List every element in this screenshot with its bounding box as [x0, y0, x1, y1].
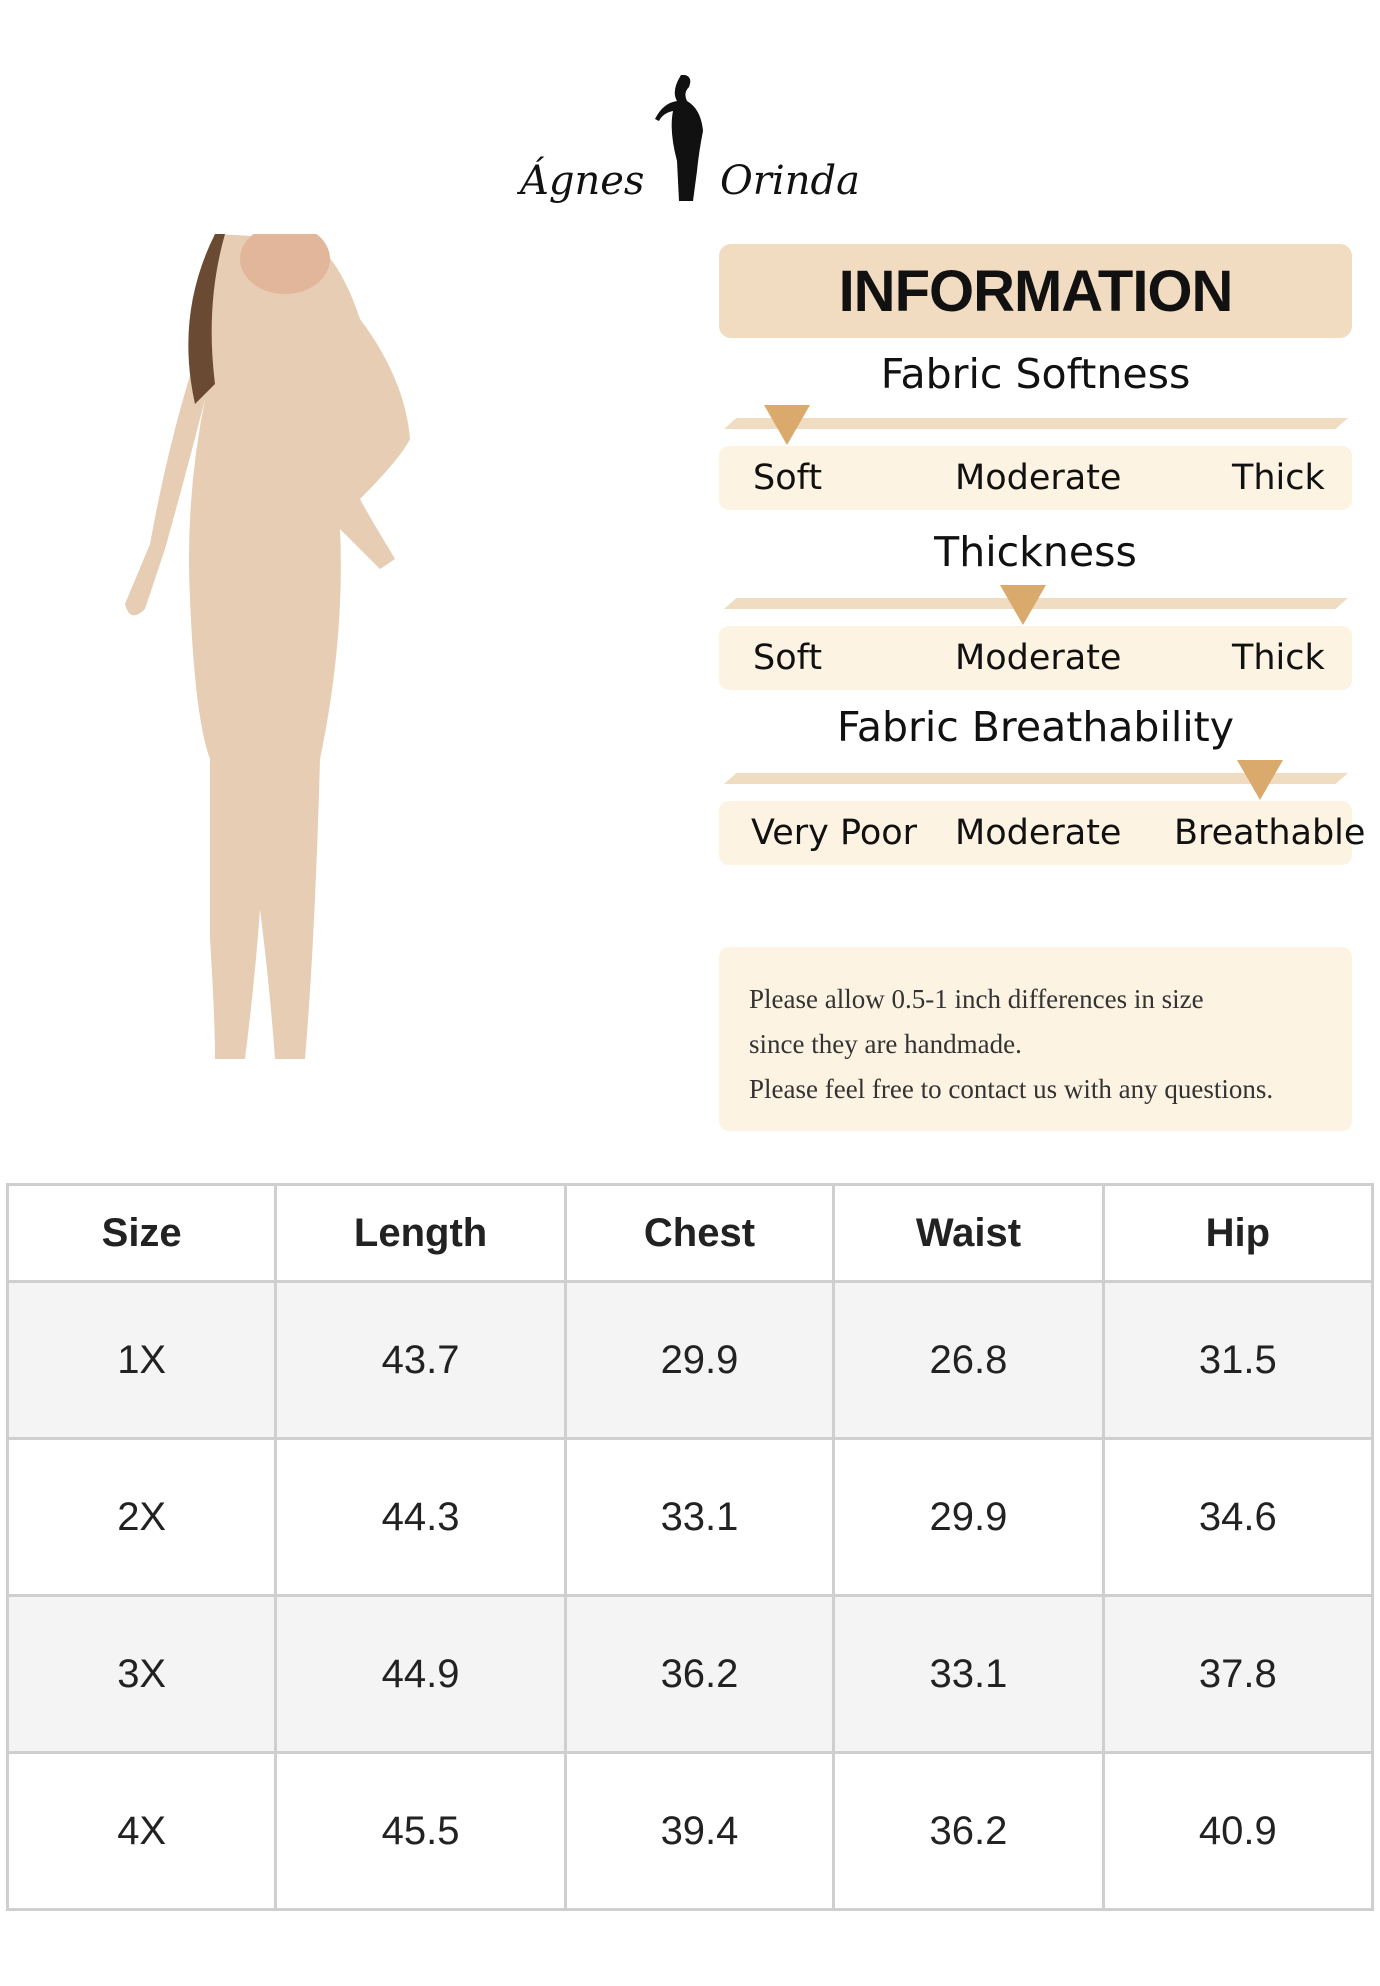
scale-label: Soft: [753, 458, 823, 498]
note-line: Please allow 0.5-1 inch differences in s…: [749, 984, 1204, 1014]
fabric-breathability-marker: [1237, 760, 1283, 800]
table-cell-hip: 34.6: [1101, 1437, 1375, 1597]
fabric-breathability-scale-bar: [724, 773, 1348, 784]
table-cell-waist: 26.8: [832, 1280, 1105, 1440]
scale-label: Thick: [1232, 638, 1325, 678]
table-row: 1X 43.7 29.9 26.8 31.5: [5, 1280, 1375, 1440]
table-row: 3X 44.9 36.2 33.1 37.8: [5, 1594, 1375, 1754]
table-cell-hip: 40.9: [1101, 1751, 1375, 1911]
thickness-marker: [1000, 585, 1046, 625]
fabric-breathability-title: Fabric Breathability: [837, 703, 1234, 751]
thickness-title: Thickness: [934, 528, 1137, 576]
brand-logo: Ágnes Orinda: [520, 70, 860, 215]
scale-label: Moderate: [955, 638, 1122, 678]
header-length: Length: [274, 1183, 567, 1283]
scale-label: Moderate: [955, 813, 1122, 853]
scale-label: Moderate: [955, 458, 1122, 498]
logo-text-right: Orinda: [720, 158, 860, 204]
table-cell-length: 44.9: [274, 1594, 567, 1754]
table-header-row: Size Length Chest Waist Hip: [5, 1183, 1375, 1283]
logo-silhouette-icon: [655, 75, 703, 201]
header-size: Size: [5, 1183, 278, 1283]
table-cell-size: 3X: [5, 1594, 278, 1754]
thickness-labels: Soft Moderate Thick: [719, 626, 1352, 690]
size-chart-table: Size Length Chest Waist Hip 1X 43.7 29.9 26…: [5, 1183, 1375, 1911]
logo-text-left: Ágnes: [520, 158, 645, 204]
table-cell-chest: 36.2: [563, 1594, 836, 1754]
table-cell-waist: 36.2: [832, 1751, 1105, 1911]
information-heading: INFORMATION: [719, 244, 1352, 338]
table-cell-waist: 29.9: [832, 1437, 1105, 1597]
scale-label: Thick: [1232, 458, 1325, 498]
header-waist: Waist: [832, 1183, 1105, 1283]
table-cell-length: 44.3: [274, 1437, 567, 1597]
fabric-breathability-labels: Very Poor Moderate Breathable: [719, 801, 1365, 865]
fabric-softness-title: Fabric Softness: [880, 350, 1191, 398]
table-cell-length: 43.7: [274, 1280, 567, 1440]
scale-label: Very Poor: [751, 813, 918, 853]
product-model-photo: [125, 234, 410, 1059]
table-cell-chest: 39.4: [563, 1751, 836, 1911]
size-note: Please allow 0.5-1 inch differences in s…: [719, 947, 1352, 1131]
note-line: since they are handmade.: [749, 1029, 1022, 1059]
table-cell-chest: 29.9: [563, 1280, 836, 1440]
table-cell-size: 4X: [5, 1751, 278, 1911]
header-hip: Hip: [1101, 1183, 1375, 1283]
fabric-softness-marker: [764, 405, 810, 445]
header-chest: Chest: [563, 1183, 836, 1283]
table-cell-waist: 33.1: [832, 1594, 1105, 1754]
note-line: Please feel free to contact us with any …: [749, 1074, 1274, 1104]
table-cell-length: 45.5: [274, 1751, 567, 1911]
table-cell-size: 1X: [5, 1280, 278, 1440]
table-cell-hip: 37.8: [1101, 1594, 1375, 1754]
table-cell-chest: 33.1: [563, 1437, 836, 1597]
scale-label: Soft: [753, 638, 823, 678]
table-row: 4X 45.5 39.4 36.2 40.9: [5, 1751, 1375, 1911]
table-cell-size: 2X: [5, 1437, 278, 1597]
table-row: 2X 44.3 33.1 29.9 34.6: [5, 1437, 1375, 1597]
fabric-softness-scale-bar: [724, 418, 1348, 429]
table-cell-hip: 31.5: [1101, 1280, 1375, 1440]
scale-label: Breathable: [1174, 813, 1366, 853]
fabric-softness-labels: Soft Moderate Thick: [719, 446, 1352, 510]
